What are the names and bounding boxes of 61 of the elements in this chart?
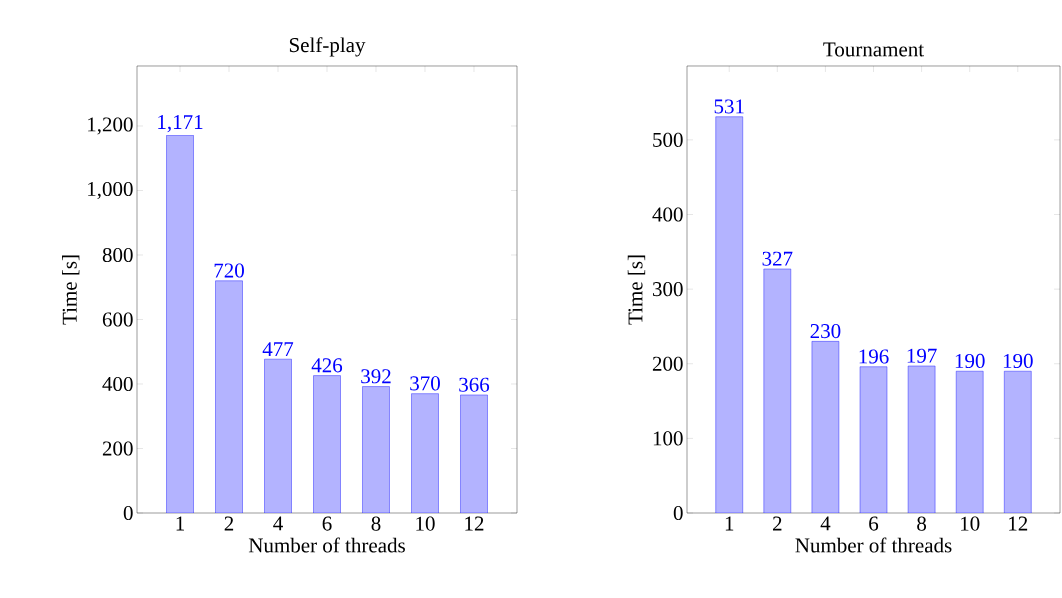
bar <box>763 268 792 513</box>
y-tick-label: 200 <box>652 356 683 371</box>
bar <box>460 394 488 513</box>
bar <box>313 375 341 513</box>
y-tick-label: 400 <box>652 207 683 222</box>
bar <box>166 135 194 513</box>
y-tick-label: 200 <box>102 441 133 456</box>
chart-title: Tournament <box>823 42 925 57</box>
x-tick-label: 1 <box>176 516 184 531</box>
x-tick-label: 10 <box>961 516 980 531</box>
data-label: 477 <box>262 342 294 356</box>
data-label: 366 <box>459 377 490 392</box>
y-tick-label: 800 <box>102 247 133 263</box>
data-label: 327 <box>762 251 793 266</box>
x-tick-label: 1 <box>725 516 734 531</box>
y-tick-label: 1,000 <box>88 181 133 200</box>
y-axis-title: Time [s] <box>62 255 80 325</box>
x-tick-label: 2 <box>773 516 782 531</box>
y-tick-label: 600 <box>102 312 133 327</box>
x-tick-label: 12 <box>1009 516 1028 531</box>
data-label: 392 <box>361 369 391 384</box>
x-tick-label: 8 <box>371 516 381 531</box>
y-tick-label: 1,200 <box>88 117 133 135</box>
bar <box>215 280 243 513</box>
bar <box>1004 371 1032 513</box>
y-tick-label: 0 <box>673 505 683 521</box>
bar <box>859 366 888 513</box>
y-tick-label: 300 <box>652 282 683 297</box>
bar <box>811 341 840 513</box>
x-axis-title: Number of threads <box>795 537 952 553</box>
data-label: 190 <box>955 353 985 369</box>
y-axis-title: Time [s] <box>627 255 646 325</box>
y-tick-label: 100 <box>653 431 683 446</box>
data-label: 230 <box>810 323 841 339</box>
bar <box>264 358 292 513</box>
x-tick-label: 2 <box>224 516 234 531</box>
data-label: 190 <box>1003 353 1033 369</box>
bar <box>907 365 936 513</box>
data-label: 370 <box>410 376 440 391</box>
data-label: 531 <box>714 99 744 114</box>
data-label: 720 <box>214 263 244 278</box>
bar <box>956 371 984 513</box>
data-label: 197 <box>907 348 937 363</box>
data-label: 1,171 <box>158 115 203 133</box>
bar <box>362 386 390 513</box>
y-tick-label: 0 <box>123 505 133 521</box>
bar <box>715 116 743 513</box>
x-tick-label: 4 <box>273 516 283 531</box>
y-tick-label: 400 <box>102 376 133 392</box>
x-tick-label: 8 <box>917 516 927 531</box>
y-tick-label: 500 <box>653 132 683 147</box>
x-tick-label: 6 <box>869 516 879 531</box>
chart-title: Self-play <box>289 37 366 57</box>
data-label: 196 <box>859 349 889 364</box>
x-tick-label: 12 <box>465 516 484 531</box>
x-axis-title: Number of threads <box>248 537 405 553</box>
data-label: 426 <box>311 358 343 373</box>
x-tick-label: 10 <box>416 516 435 531</box>
bar <box>411 393 439 513</box>
x-tick-label: 6 <box>322 516 332 531</box>
x-tick-label: 4 <box>820 516 831 531</box>
